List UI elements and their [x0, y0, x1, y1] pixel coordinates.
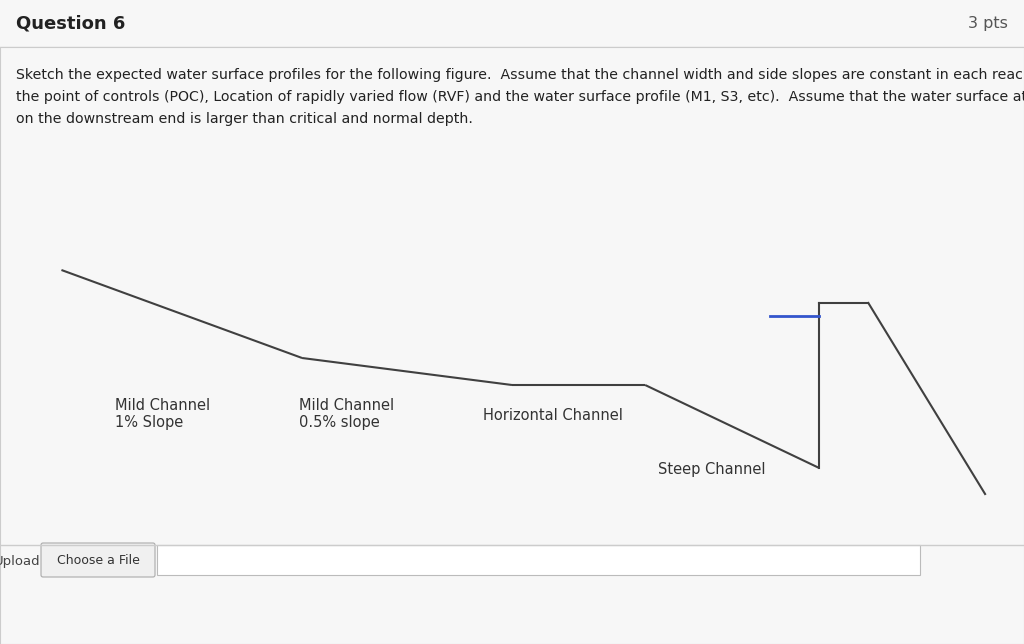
Text: 1% Slope: 1% Slope	[115, 415, 183, 430]
Text: Horizontal Channel: Horizontal Channel	[483, 408, 624, 423]
Text: Steep Channel: Steep Channel	[658, 462, 766, 477]
Text: the point of controls (POC), Location of rapidly varied flow (RVF) and the water: the point of controls (POC), Location of…	[16, 90, 1024, 104]
Text: on the downstream end is larger than critical and normal depth.: on the downstream end is larger than cri…	[16, 112, 473, 126]
FancyBboxPatch shape	[157, 545, 920, 575]
Text: Question 6: Question 6	[16, 15, 125, 32]
FancyBboxPatch shape	[41, 543, 155, 577]
Text: 3 pts: 3 pts	[968, 16, 1008, 31]
Text: Upload: Upload	[0, 556, 41, 569]
Text: Mild Channel: Mild Channel	[299, 398, 394, 413]
Text: 0.5% slope: 0.5% slope	[299, 415, 380, 430]
Text: Sketch the expected water surface profiles for the following figure.  Assume tha: Sketch the expected water surface profil…	[16, 68, 1024, 82]
Text: Mild Channel: Mild Channel	[115, 398, 210, 413]
Text: Choose a File: Choose a File	[56, 553, 139, 567]
